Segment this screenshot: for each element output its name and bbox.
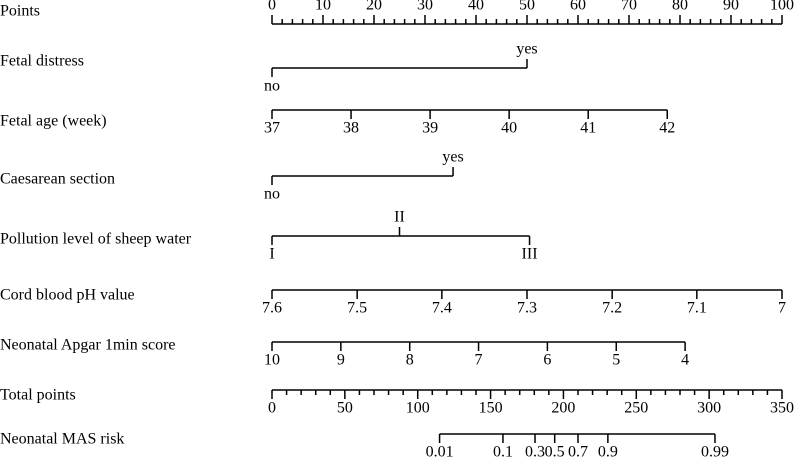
tick-label: 4	[681, 352, 689, 369]
tick-label: 0.99	[701, 444, 729, 461]
tick-label: 100	[406, 400, 430, 417]
tick-label: 0.01	[426, 444, 454, 461]
tick-label: no	[264, 78, 280, 95]
tick-label: 60	[570, 0, 586, 14]
tick-label: 7.2	[602, 300, 622, 317]
tick-label: 50	[519, 0, 535, 14]
row-label: Total points	[0, 387, 76, 404]
tick-label: 200	[551, 400, 575, 417]
row-label: Points	[0, 3, 40, 20]
tick-label: 250	[624, 400, 648, 417]
row-label: Caesarean section	[0, 171, 115, 188]
tick-label: 7.3	[517, 300, 537, 317]
tick-label: I	[269, 246, 274, 263]
tick-label: 0.9	[598, 444, 618, 461]
row-label: Neonatal Apgar 1min score	[0, 337, 176, 354]
tick-label: 0.1	[493, 444, 513, 461]
tick-label: 10	[264, 352, 280, 369]
row-label: Fetal age (week)	[0, 113, 107, 130]
row-label: Fetal distress	[0, 53, 84, 70]
tick-label: 150	[479, 400, 503, 417]
tick-label: 40	[501, 120, 517, 137]
tick-label: 6	[543, 352, 551, 369]
tick-label: 0.3	[525, 444, 545, 461]
tick-label: 350	[770, 400, 794, 417]
tick-label: 42	[659, 120, 675, 137]
tick-label: 40	[468, 0, 484, 14]
tick-label: 9	[337, 352, 345, 369]
tick-label: 7.4	[432, 300, 452, 317]
tick-label: 30	[417, 0, 433, 14]
tick-label: 50	[337, 400, 353, 417]
tick-label: 7.5	[347, 300, 367, 317]
tick-label: 300	[697, 400, 721, 417]
tick-label: 41	[580, 120, 596, 137]
tick-label: 39	[422, 120, 438, 137]
tick-label: 70	[621, 0, 637, 14]
tick-label: 0.7	[568, 444, 588, 461]
tick-label: 0	[268, 400, 276, 417]
tick-label: no	[264, 186, 280, 203]
tick-label: 7.6	[262, 300, 282, 317]
tick-label: 8	[406, 352, 414, 369]
tick-label: 0.5	[545, 444, 565, 461]
tick-label: 7.1	[687, 300, 707, 317]
tick-label: 7	[475, 352, 483, 369]
tick-label: 20	[366, 0, 382, 14]
row-label: Neonatal MAS risk	[0, 431, 124, 448]
tick-label: 90	[723, 0, 739, 14]
tick-label: 10	[315, 0, 331, 14]
tick-label: 80	[672, 0, 688, 14]
tick-label: yes	[516, 41, 537, 58]
tick-label: 100	[770, 0, 794, 14]
tick-label: 37	[264, 120, 280, 137]
row-label: Cord blood pH value	[0, 287, 135, 304]
tick-label: 0	[268, 0, 276, 14]
tick-label: 7	[778, 300, 786, 317]
row-label: Pollution level of sheep water	[0, 231, 192, 248]
tick-label: III	[522, 246, 538, 263]
tick-label: 5	[612, 352, 620, 369]
tick-label: yes	[442, 149, 463, 166]
tick-label: 38	[343, 120, 359, 137]
tick-label: II	[394, 209, 405, 226]
